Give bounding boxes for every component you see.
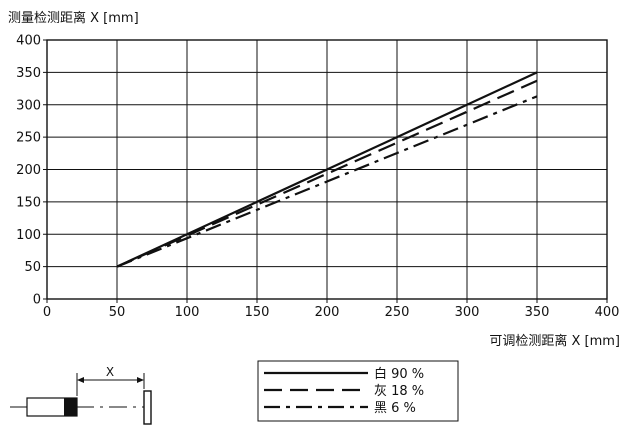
series-line-white	[116, 71, 538, 268]
y-tick-label: 150	[16, 195, 41, 210]
y-tick-label: 200	[16, 163, 41, 178]
y-tick-label: 400	[16, 34, 41, 49]
x-tick-label: 100	[175, 305, 200, 320]
legend-label-black: 黑 6 %	[374, 401, 416, 416]
legend: 白 90 % 灰 18 % 黑 6 %	[257, 360, 459, 422]
dim-arrow-left	[77, 377, 84, 383]
x-tick-label: 300	[455, 305, 480, 320]
dim-arrow-right	[137, 377, 144, 383]
x-tick-label: 0	[43, 305, 51, 320]
y-tick-label: 250	[16, 131, 41, 146]
legend-label-white: 白 90 %	[374, 366, 424, 382]
x-tick-label: 50	[109, 305, 126, 320]
sensor-diagram: X	[10, 365, 152, 425]
y-tick-label: 100	[16, 228, 41, 243]
series-lines	[116, 71, 538, 268]
y-tick-label: 0	[33, 293, 41, 308]
y-tick-label: 300	[16, 98, 41, 113]
series-line-black	[116, 95, 538, 268]
x-tick-label: 400	[595, 305, 620, 320]
tick-labels: 0 50 100 150 200 250 300 350 400 0 50 100 150 200 250 3…	[16, 34, 619, 321]
x-tick-label: 200	[315, 305, 340, 320]
y-axis-label: 测量检测距离 X [mm]	[8, 10, 139, 26]
target-plate	[143, 390, 152, 425]
distance-label: X	[106, 365, 114, 379]
x-axis-label: 可调检测距离 X [mm]	[489, 333, 620, 349]
sensor-head	[64, 398, 77, 416]
legend-label-grey: 灰 18 %	[374, 384, 424, 399]
y-tick-label: 350	[16, 66, 41, 81]
x-tick-label: 350	[525, 305, 550, 320]
y-tick-label: 50	[24, 260, 41, 275]
x-tick-label: 150	[245, 305, 270, 320]
plot-frame	[46, 39, 608, 300]
x-tick-label: 250	[385, 305, 410, 320]
